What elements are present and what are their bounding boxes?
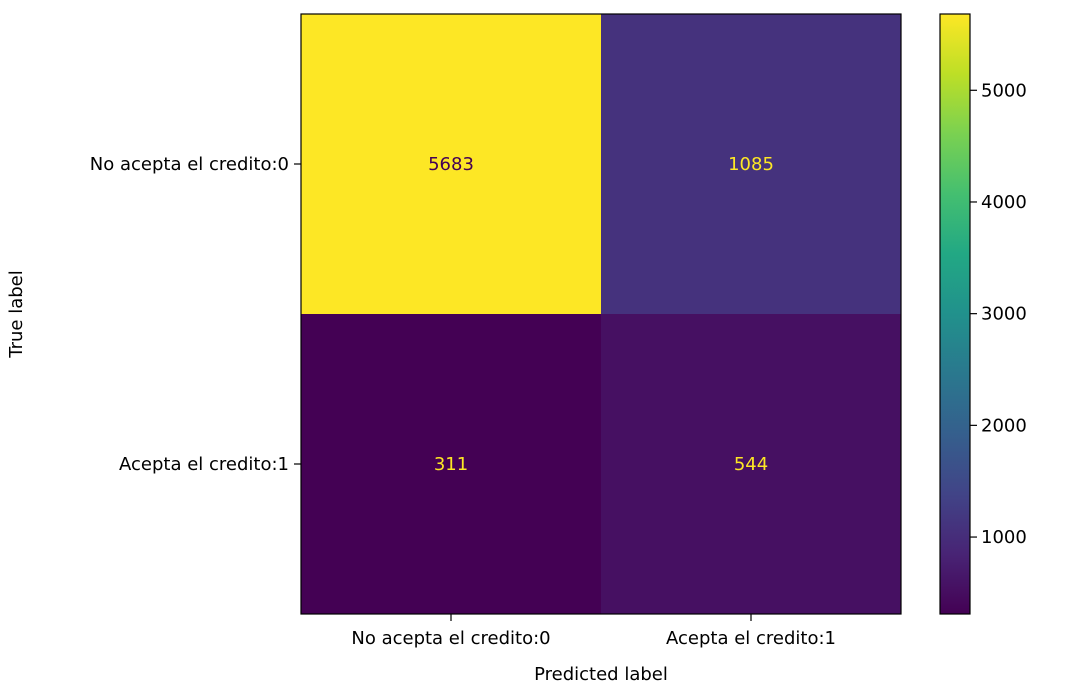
matrix-cell	[601, 314, 901, 614]
colorbar-tick-label: 3000	[981, 304, 1027, 325]
x-tick-label: No acepta el credito:0	[351, 628, 550, 649]
plot-frame	[300, 13, 902, 615]
y-axis-ticks: No acepta el credito:0 Acepta el credito:…	[90, 154, 301, 475]
cell-value-label: 544	[734, 454, 768, 475]
x-axis-label: Predicted label	[534, 664, 668, 685]
colorbar-tick-label: 5000	[981, 80, 1027, 101]
colorbar-ticks: 1000 2000 3000 4000 5000	[970, 80, 1027, 548]
matrix-cell	[601, 14, 901, 314]
colorbar-tick-label: 2000	[981, 415, 1027, 436]
colorbar	[939, 13, 971, 615]
cell-value-label: 5683	[428, 154, 474, 175]
x-tick-label: Acepta el credito:1	[666, 628, 836, 649]
colorbar-tick-label: 4000	[981, 192, 1027, 213]
cell-value-label: 1085	[728, 154, 774, 175]
cell-value-label: 311	[434, 454, 468, 475]
colorbar-tick-label: 1000	[981, 527, 1027, 548]
y-axis-label: True label	[6, 270, 27, 359]
x-axis-ticks: No acepta el credito:0 Acepta el credito:…	[351, 614, 836, 649]
matrix-cell	[301, 314, 601, 614]
matrix-cell	[301, 14, 601, 314]
y-tick-label: Acepta el credito:1	[119, 454, 289, 475]
y-tick-label: No acepta el credito:0	[90, 154, 289, 175]
matrix-cells: 5683 1085 311 544	[301, 14, 901, 614]
